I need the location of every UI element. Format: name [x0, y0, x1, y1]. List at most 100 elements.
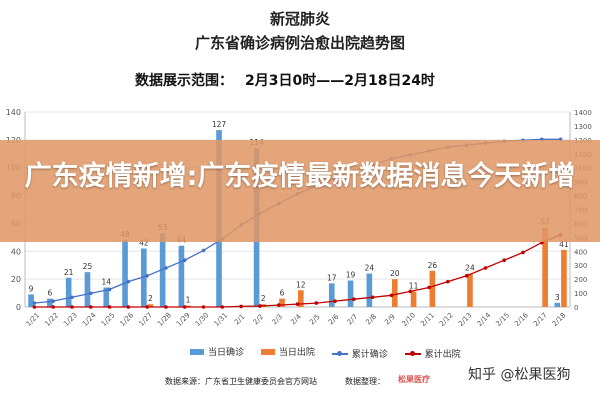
- bar-daily-discharged: [185, 305, 191, 307]
- watermark: 知乎 @松果医狗: [468, 364, 570, 384]
- data-label-daily-confirmed: 21: [64, 268, 74, 277]
- legend-swatch-cum-discharged: [404, 350, 421, 356]
- bar-daily-confirmed: [159, 233, 166, 307]
- y-tick-label-right: 200: [574, 276, 587, 284]
- x-tick-label: 1/31: [213, 311, 230, 328]
- watermark-text: 知乎 @松果医狗: [468, 367, 571, 383]
- cum-confirmed-point: [70, 295, 74, 300]
- cum-confirmed-point: [107, 287, 112, 292]
- data-label-daily-discharged: 11: [409, 282, 419, 291]
- cum-discharged-point: [352, 297, 356, 302]
- bar-daily-confirmed: [103, 287, 110, 307]
- x-tick-label: 2/16: [513, 311, 530, 328]
- cum-confirmed-point: [51, 299, 55, 303]
- y-tick-label-right: 400: [574, 248, 587, 256]
- cum-discharged-point: [32, 305, 37, 309]
- y-tick-label-left: 20: [11, 275, 21, 284]
- data-label-daily-discharged: 26: [428, 261, 438, 270]
- legend-swatch-daily-discharged: [260, 348, 275, 355]
- cum-discharged-point: [446, 279, 450, 284]
- legend-label-daily-discharged: 当日出院: [278, 348, 315, 358]
- data-label-daily-confirmed: 25: [83, 262, 93, 271]
- data-label-daily-confirmed: 24: [365, 264, 375, 273]
- x-tick-label: 2/11: [419, 311, 436, 328]
- data-label-daily-confirmed: 17: [327, 273, 337, 282]
- data-label-daily-confirmed: 42: [139, 239, 149, 248]
- bar-daily-discharged: [147, 304, 154, 307]
- x-tick-label: 1/21: [25, 311, 42, 328]
- bar-daily-discharged: [391, 279, 398, 307]
- x-tick-label: 2/10: [400, 311, 417, 328]
- y-tick-label-right: 0: [574, 304, 578, 312]
- bar-daily-confirmed: [84, 272, 91, 307]
- chart-subtitle: 广东省确诊病例治愈出院趋势图: [194, 34, 405, 52]
- legend-item-daily-discharged: 当日出院: [260, 345, 315, 358]
- y-tick-label-right: 100: [574, 290, 587, 298]
- x-tick-label: 2/3: [270, 313, 284, 327]
- x-tick-label: 1/25: [100, 311, 117, 328]
- cum-confirmed-point: [164, 266, 168, 270]
- cum-discharged-line: [34, 234, 561, 308]
- legend-item-cum-discharged: 累计出院: [404, 347, 461, 360]
- x-tick-label: 1/28: [156, 311, 173, 328]
- data-label-daily-discharged: 2: [261, 294, 266, 303]
- x-tick-label: 1/29: [175, 311, 192, 328]
- x-tick-label: 2/17: [532, 311, 549, 328]
- data-label-daily-discharged: 24: [465, 264, 475, 273]
- x-tick-label: 2/12: [438, 311, 455, 328]
- cum-discharged-point: [258, 304, 262, 308]
- x-tick-label: 2/4: [289, 312, 303, 326]
- legend-item-cum-confirmed: 累计确诊: [331, 347, 388, 360]
- cum-discharged-point: [333, 299, 337, 303]
- cum-discharged-point: [408, 289, 413, 294]
- cum-discharged-point: [164, 305, 168, 309]
- x-tick-label: 1/27: [137, 311, 154, 328]
- cum-discharged-point: [483, 266, 488, 270]
- x-tick-label: 1/23: [62, 311, 79, 328]
- bar-daily-confirmed: [366, 273, 373, 307]
- data-label-daily-discharged: 1: [186, 296, 191, 305]
- compiler-label: 数据整理：: [345, 377, 385, 386]
- y-tick-label-right: 1300: [574, 123, 592, 131]
- x-tick-label: 1/30: [194, 311, 211, 328]
- legend-item-daily-confirmed: 当日确诊: [190, 345, 244, 358]
- cum-discharged-point: [389, 293, 394, 298]
- cum-discharged-point: [276, 303, 281, 307]
- data-label-daily-discharged: 2: [148, 294, 153, 303]
- legend-label-daily-confirmed: 当日确诊: [208, 348, 245, 358]
- y-tick-label-left: 0: [16, 303, 21, 312]
- cum-confirmed-point: [201, 248, 206, 253]
- x-tick-label: 2/7: [346, 313, 360, 327]
- legend-swatch-daily-confirmed: [190, 348, 204, 355]
- data-label-daily-confirmed: 127: [212, 120, 227, 129]
- cum-confirmed-point: [145, 274, 149, 278]
- pinecone-logo: 松果医疗: [398, 375, 430, 384]
- x-tick-label: 1/26: [119, 311, 136, 328]
- cum-discharged-point: [88, 305, 93, 309]
- bar-daily-discharged: [410, 291, 417, 307]
- legend-swatch-cum-confirmed: [331, 350, 348, 356]
- cum-discharged-point: [502, 258, 507, 263]
- cum-confirmed-point: [88, 291, 93, 296]
- cum-confirmed-point: [182, 258, 187, 263]
- bar-daily-confirmed: [122, 240, 128, 307]
- bar-daily-confirmed: [554, 302, 561, 307]
- x-tick-label: 2/6: [327, 312, 341, 326]
- cum-discharged-point: [427, 285, 431, 290]
- data-label-daily-discharged: 41: [559, 240, 569, 249]
- bar-daily-confirmed: [141, 248, 147, 307]
- cum-discharged-point: [201, 305, 206, 309]
- overlay-headline: 广东疫情新增:广东疫情最新数据消息今天新增: [24, 161, 576, 192]
- cum-discharged-point: [107, 305, 112, 309]
- chart-legend: 当日确诊 当日出院 累计确诊 累计出院: [190, 345, 475, 360]
- data-label-daily-discharged: 6: [280, 289, 285, 298]
- data-label-daily-confirmed: 9: [29, 284, 34, 293]
- x-tick-label: 2/9: [383, 313, 397, 327]
- y-tick-label-left: 40: [11, 247, 21, 256]
- data-label-daily-confirmed: 19: [346, 271, 356, 280]
- bar-daily-discharged: [561, 249, 567, 307]
- data-label-daily-confirmed: 6: [47, 289, 52, 298]
- chart-title: 新冠肺炎: [269, 10, 330, 28]
- cum-discharged-point: [70, 305, 74, 309]
